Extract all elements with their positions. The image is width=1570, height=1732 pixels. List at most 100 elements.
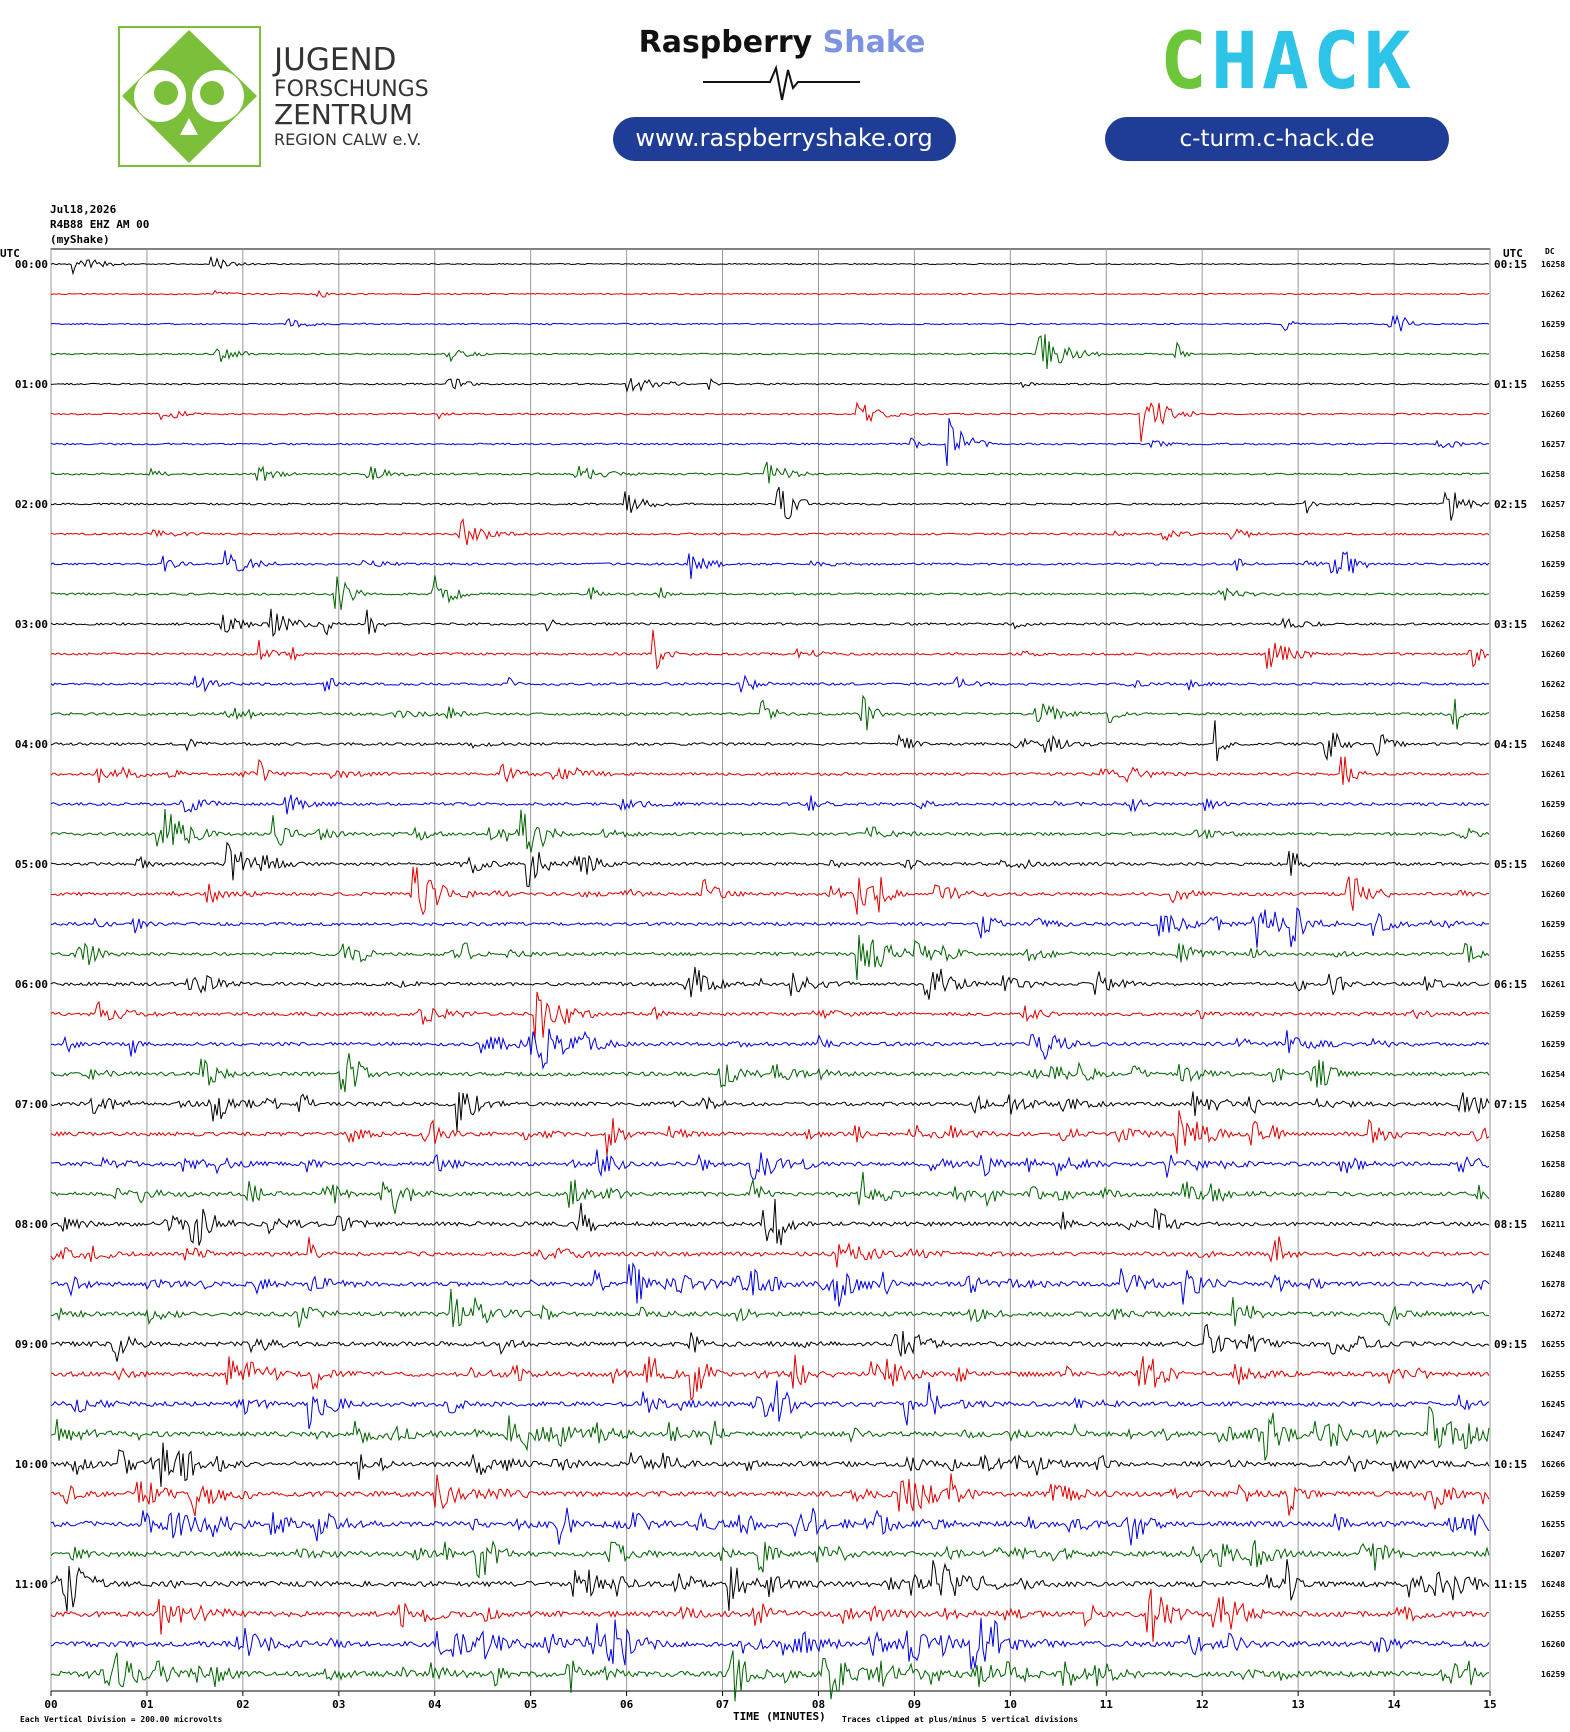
hour-label-left: 03:00 — [15, 618, 48, 631]
dc-value: 16261 — [1541, 980, 1565, 989]
dc-value: 16257 — [1541, 500, 1565, 509]
clip-note: Traces clipped at plus/minus 5 vertical … — [842, 1714, 1078, 1724]
dc-value: 16255 — [1541, 380, 1565, 389]
x-tick-label: 11 — [1100, 1698, 1114, 1711]
dc-value: 16207 — [1541, 1550, 1565, 1559]
jfz-text: ZENTRUM — [274, 98, 413, 131]
trace — [50, 486, 1490, 521]
trace — [50, 1617, 1490, 1670]
hour-label-left: 04:00 — [15, 738, 48, 751]
rs-url[interactable]: www.raspberryshake.org — [635, 124, 932, 152]
dc-value: 16248 — [1541, 740, 1565, 749]
jfz-text: FORSCHUNGS — [274, 77, 429, 102]
dc-value: 16255 — [1541, 950, 1565, 959]
dc-value: 16245 — [1541, 1400, 1565, 1409]
trace — [50, 1110, 1490, 1156]
dc-value: 16211 — [1541, 1220, 1565, 1229]
trace — [50, 1198, 1490, 1246]
dc-value: 16255 — [1541, 1610, 1565, 1619]
jfz-text: JUGEND — [272, 42, 397, 78]
dc-value: 16260 — [1541, 1640, 1565, 1649]
dc-value: 16258 — [1541, 350, 1565, 359]
chack-pill[interactable] — [1105, 117, 1449, 161]
dc-value: 16258 — [1541, 1160, 1565, 1169]
x-tick-label: 06 — [620, 1698, 634, 1711]
rs-shake: Shake — [823, 25, 926, 60]
x-tick-label: 05 — [524, 1698, 537, 1711]
x-tick-label: 14 — [1387, 1698, 1401, 1711]
x-tick-label: 12 — [1196, 1698, 1209, 1711]
hour-label-left: 11:00 — [15, 1578, 48, 1591]
dc-value: 16248 — [1541, 1250, 1565, 1259]
dc-value: 16259 — [1541, 590, 1565, 599]
info-date: Jul18,2026 — [50, 203, 117, 216]
trace — [50, 1149, 1490, 1180]
x-tick-label: 01 — [140, 1698, 154, 1711]
rs-raspberry: Raspberry — [639, 25, 813, 60]
hour-label-right: 08:15 — [1494, 1218, 1527, 1231]
trace — [50, 289, 1490, 298]
dc-value: 16260 — [1541, 650, 1565, 659]
dc-value: 16262 — [1541, 290, 1565, 299]
trace — [50, 629, 1490, 670]
hour-label-left: 08:00 — [15, 1218, 48, 1231]
dc-header: DC — [1545, 247, 1555, 256]
dc-value: 16259 — [1541, 1490, 1565, 1499]
traces — [50, 256, 1490, 1702]
trace — [50, 1380, 1490, 1430]
dc-value: 16259 — [1541, 320, 1565, 329]
trace — [50, 1405, 1490, 1461]
chack-url[interactable]: c-turm.c-hack.de — [1180, 126, 1375, 152]
dc-value: 16261 — [1541, 770, 1565, 779]
jfz-text: REGION CALW e.V. — [274, 130, 421, 149]
trace — [50, 256, 1490, 276]
x-tick-label: 13 — [1292, 1698, 1305, 1711]
trace — [50, 461, 1490, 484]
trace — [50, 756, 1490, 785]
trace — [51, 1288, 1490, 1328]
dc-value: 16262 — [1541, 620, 1565, 629]
x-tick-label: 09 — [908, 1698, 921, 1711]
dc-value: 16260 — [1541, 890, 1565, 899]
trace — [50, 314, 1490, 332]
chack-c: C — [1160, 17, 1211, 107]
x-tick-label: 00 — [44, 1698, 57, 1711]
x-tick-label: 03 — [332, 1698, 345, 1711]
hour-label-left: 05:00 — [15, 858, 48, 871]
hour-label-right: 02:15 — [1494, 498, 1527, 511]
x-tick-label: 08 — [812, 1698, 825, 1711]
trace — [50, 841, 1490, 888]
trace — [50, 401, 1489, 442]
trace — [50, 1507, 1490, 1546]
trace — [50, 417, 1490, 467]
trace — [50, 1559, 1490, 1612]
dc-value: 16258 — [1541, 710, 1565, 719]
trace — [50, 1588, 1490, 1642]
hour-label-right: 03:15 — [1494, 618, 1527, 631]
dc-value: 16258 — [1541, 470, 1565, 479]
trace — [50, 966, 1490, 1000]
rs-wave — [703, 64, 860, 101]
x-tick-label: 02 — [236, 1698, 249, 1711]
rs-pill[interactable] — [613, 117, 956, 161]
trace — [50, 378, 1490, 393]
dc-value: 16278 — [1541, 1280, 1565, 1289]
dc-value: 16257 — [1541, 440, 1565, 449]
utc-left: UTC — [0, 247, 20, 260]
trace — [50, 991, 1490, 1040]
dc-value: 16280 — [1541, 1190, 1565, 1199]
trace — [50, 934, 1490, 981]
trace — [50, 866, 1490, 916]
dc-value: 16259 — [1541, 800, 1565, 809]
trace — [50, 808, 1490, 853]
x-tick-label: 04 — [428, 1698, 442, 1711]
dc-value: 16272 — [1541, 1310, 1565, 1319]
trace — [50, 1053, 1490, 1093]
dc-value: 16258 — [1541, 530, 1565, 539]
hour-label-left: 01:00 — [15, 378, 48, 391]
trace — [50, 674, 1490, 693]
trace — [50, 1650, 1490, 1702]
labels: 00 01 02 03 04 05 06 07 08 09 10 11 12 13 14 15 16258 00:… — [15, 258, 1565, 1711]
trace — [50, 1354, 1490, 1401]
dc-value: 16259 — [1541, 1040, 1565, 1049]
